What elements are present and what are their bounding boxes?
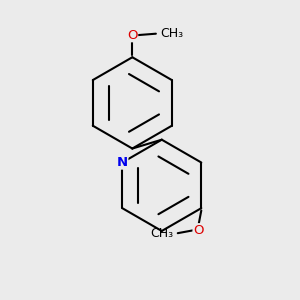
Text: O: O: [127, 29, 138, 42]
Text: N: N: [117, 156, 128, 169]
Text: CH₃: CH₃: [160, 27, 183, 40]
Text: CH₃: CH₃: [150, 227, 173, 240]
Text: O: O: [193, 224, 204, 237]
